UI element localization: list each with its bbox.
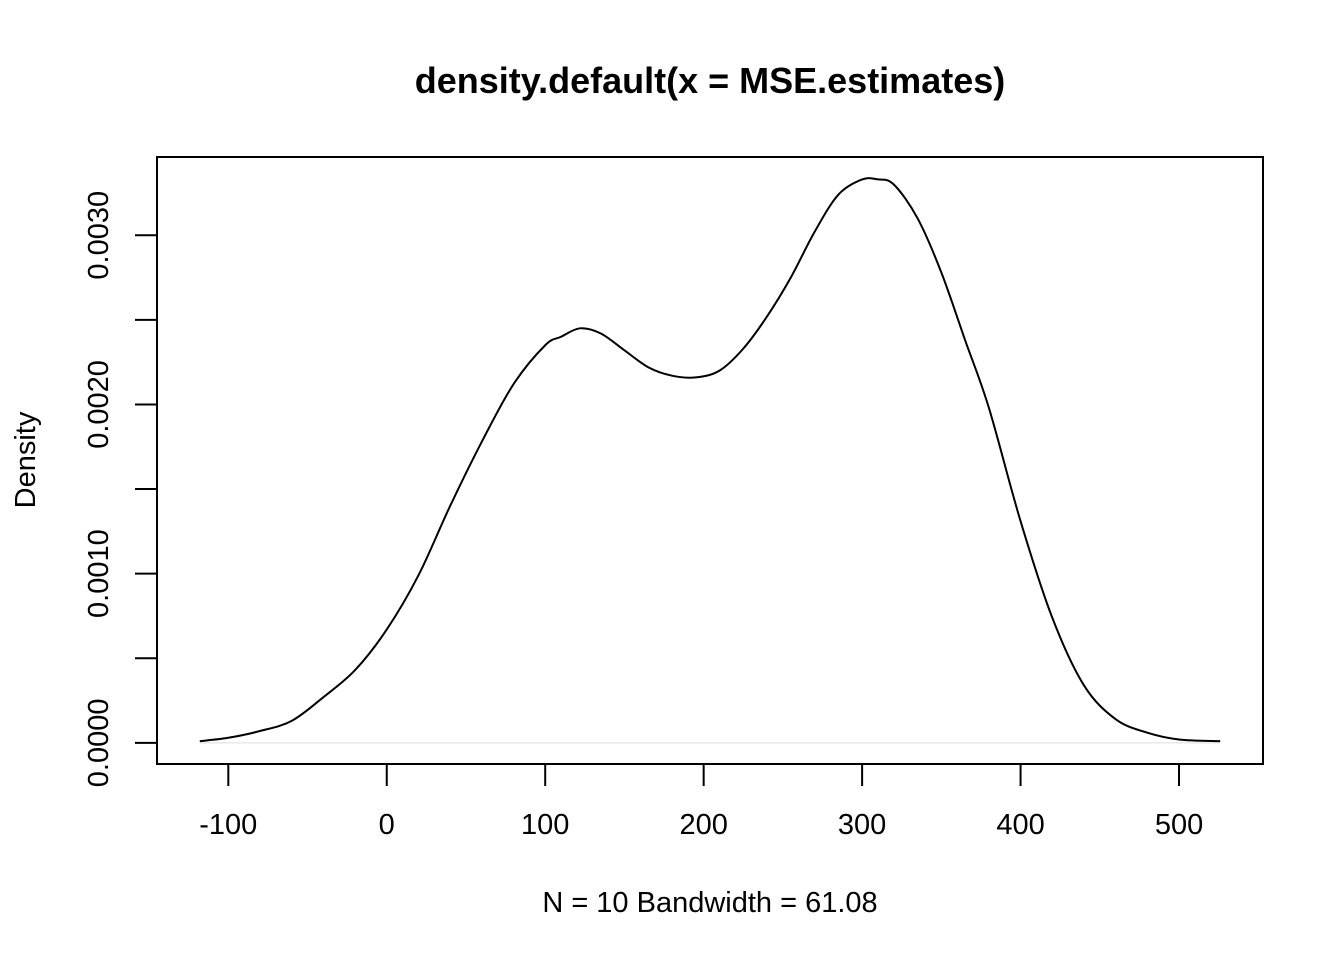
x-tick-label: 500 (1155, 809, 1203, 841)
y-tick-label: 0.0000 (83, 698, 115, 787)
x-tick-label: -100 (199, 809, 257, 841)
y-tick-label: 0.0010 (83, 529, 115, 618)
y-tick-label: 0.0020 (83, 360, 115, 449)
x-tick-label: 300 (838, 809, 886, 841)
chart-title: density.default(x = MSE.estimates) (415, 60, 1006, 101)
y-tick-label: 0.0030 (83, 191, 115, 280)
x-tick-label: 100 (521, 809, 569, 841)
x-axis-label: N = 10 Bandwidth = 61.08 (542, 887, 877, 919)
x-tick-label: 200 (679, 809, 727, 841)
y-axis: 0.0000 0.0010 0.0020 0.0030 (83, 191, 157, 787)
x-tick-label: 400 (996, 809, 1044, 841)
plot-frame (156, 156, 1264, 765)
x-tick-label: 0 (379, 809, 395, 841)
x-axis: -100 0 100 200 300 400 500 (199, 764, 1203, 841)
density-curve (199, 177, 1221, 743)
y-axis-label: Density (10, 411, 42, 508)
